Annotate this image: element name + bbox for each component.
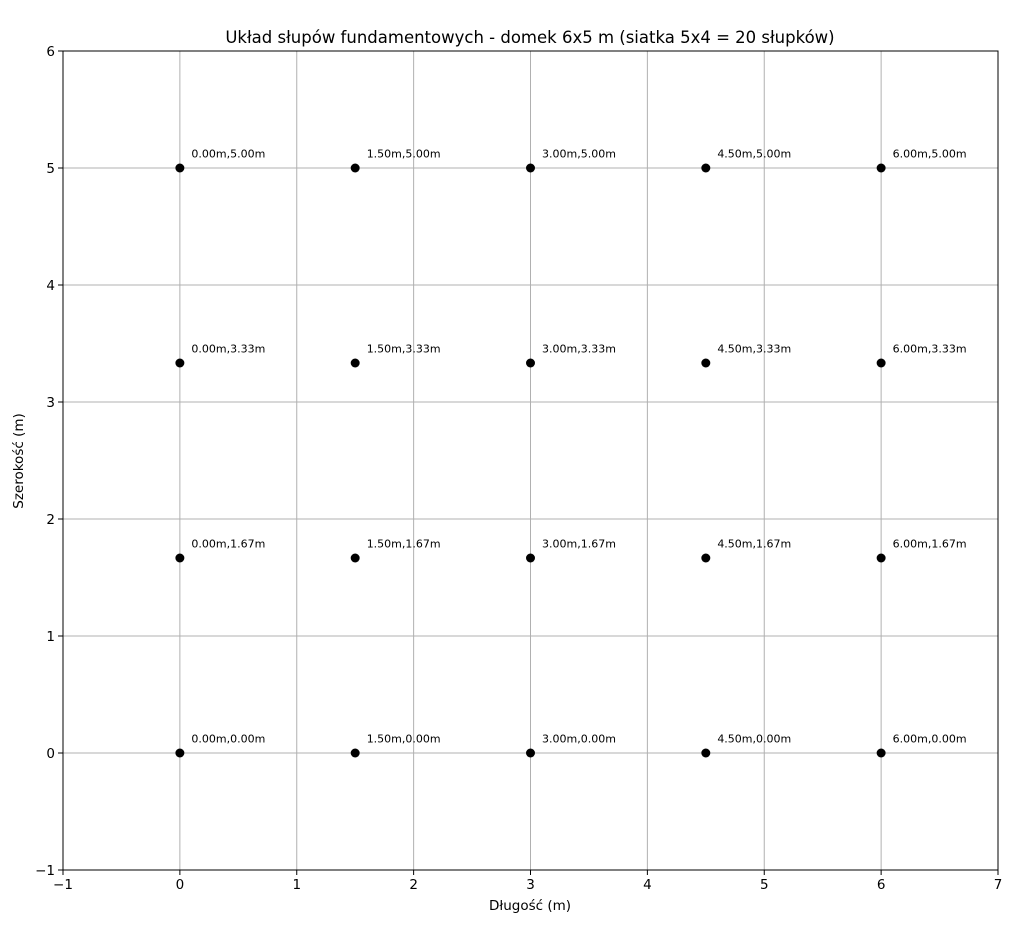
post-point xyxy=(175,749,184,758)
x-tick-label: 1 xyxy=(292,877,301,893)
x-tick-label: 0 xyxy=(176,877,185,893)
post-point xyxy=(526,553,535,562)
post-point-label: 4.50m,3.33m xyxy=(717,343,791,356)
post-point xyxy=(175,553,184,562)
post-point-label: 0.00m,3.33m xyxy=(191,343,265,356)
post-point-label: 1.50m,3.33m xyxy=(367,343,441,356)
post-point xyxy=(701,553,710,562)
post-point xyxy=(351,164,360,173)
y-tick-label: 4 xyxy=(46,278,55,294)
post-point-label: 3.00m,1.67m xyxy=(542,537,616,550)
post-point xyxy=(526,164,535,173)
post-point-label: 0.00m,1.67m xyxy=(191,537,265,550)
post-point xyxy=(526,359,535,368)
post-point xyxy=(526,749,535,758)
y-tick-label: 6 xyxy=(46,44,55,60)
y-tick-label: 3 xyxy=(46,395,55,411)
post-point-label: 1.50m,5.00m xyxy=(367,148,441,161)
post-point xyxy=(701,164,710,173)
y-tick-label: 2 xyxy=(46,512,55,528)
y-axis-label: Szerokość (m) xyxy=(11,413,27,509)
post-point-label: 3.00m,0.00m xyxy=(542,733,616,746)
y-tick-label: 0 xyxy=(46,746,55,762)
post-point-label: 6.00m,5.00m xyxy=(893,148,967,161)
post-point xyxy=(877,553,886,562)
post-point-label: 3.00m,5.00m xyxy=(542,148,616,161)
post-point xyxy=(701,749,710,758)
post-point-label: 0.00m,5.00m xyxy=(191,148,265,161)
x-tick-label: 2 xyxy=(409,877,418,893)
post-point xyxy=(351,749,360,758)
post-point-label: 4.50m,5.00m xyxy=(717,148,791,161)
x-tick-label: 4 xyxy=(643,877,652,893)
post-point-label: 6.00m,3.33m xyxy=(893,343,967,356)
post-point-label: 0.00m,0.00m xyxy=(191,733,265,746)
post-point xyxy=(351,553,360,562)
x-axis-label: Długość (m) xyxy=(489,898,571,914)
post-point-label: 4.50m,1.67m xyxy=(717,537,791,550)
y-tick-label: −1 xyxy=(35,863,55,879)
post-point-label: 6.00m,1.67m xyxy=(893,537,967,550)
post-point-label: 3.00m,3.33m xyxy=(542,343,616,356)
x-tick-label: 3 xyxy=(526,877,535,893)
chart-title: Układ słupów fundamentowych - domek 6x5 … xyxy=(225,28,834,47)
y-tick-label: 1 xyxy=(46,629,55,645)
x-tick-label: 6 xyxy=(877,877,886,893)
post-point-label: 1.50m,0.00m xyxy=(367,733,441,746)
post-point-label: 1.50m,1.67m xyxy=(367,537,441,550)
x-tick-label: 7 xyxy=(994,877,1003,893)
post-point xyxy=(175,359,184,368)
post-point xyxy=(877,359,886,368)
post-point xyxy=(877,164,886,173)
y-tick-label: 5 xyxy=(46,161,55,177)
post-point-label: 6.00m,0.00m xyxy=(893,733,967,746)
post-point xyxy=(701,359,710,368)
post-point xyxy=(175,164,184,173)
post-point-label: 4.50m,0.00m xyxy=(717,733,791,746)
post-point xyxy=(351,359,360,368)
x-tick-label: 5 xyxy=(760,877,769,893)
post-point xyxy=(877,749,886,758)
x-tick-label: −1 xyxy=(53,877,73,893)
